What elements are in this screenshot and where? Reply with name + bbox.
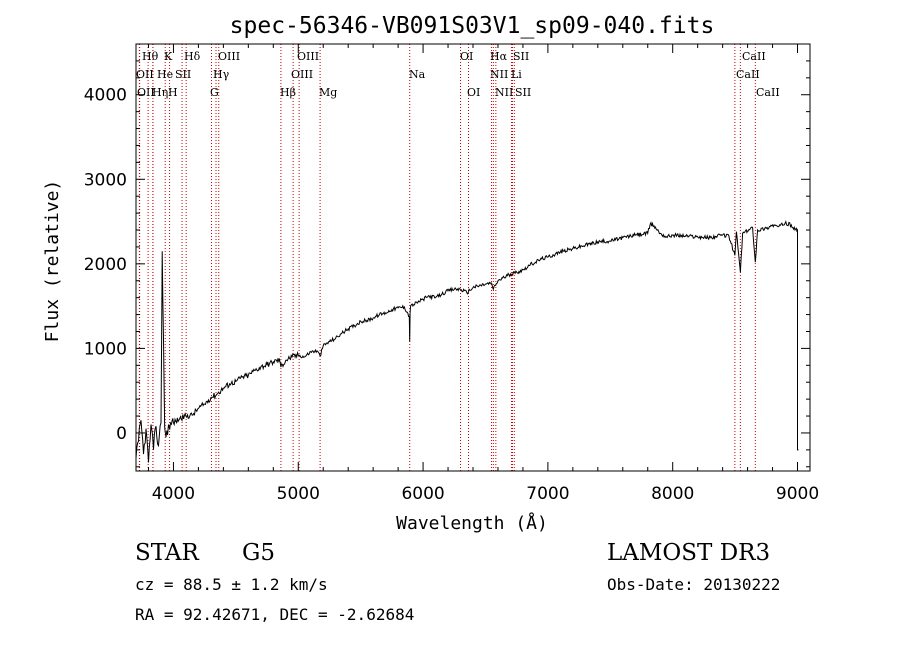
marker-label-25: NII [495,86,513,99]
marker-label-22: Hβ [280,86,296,99]
marker-label-26: SII [515,86,531,99]
redshift-info: cz = 88.5 ± 1.2 km/s [135,575,328,594]
marker-label-12: Hγ [213,68,230,81]
marker-label-9: OII [136,68,154,81]
x-tick-label: 5000 [277,484,320,504]
marker-label-3: OIII [218,50,240,63]
marker-label-24: OI [467,86,480,99]
x-tick-label: 6000 [401,484,444,504]
marker-label-27: CaII [756,86,780,99]
marker-label-2: Hδ [184,50,201,63]
subclass: G5 [242,540,276,566]
marker-label-1: K [164,50,173,63]
marker-label-6: Hα [490,50,508,63]
y-tick-label: 4000 [84,86,127,106]
marker-label-23: Mg [319,86,337,99]
axis-ticks: 4000 5000 6000 7000 8000 9000 0 1000 2000 3000 400… [84,43,819,504]
marker-label-15: NII [490,68,508,81]
x-tick-label: 4000 [152,484,195,504]
x-axis-label: Wavelength (Å) [396,512,548,534]
marker-label-17: CaII [736,68,760,81]
object-class: STAR [135,540,199,566]
marker-label-21: G [210,86,219,99]
marker-label-16: Li [511,68,522,81]
marker-label-18: OII [137,86,155,99]
survey-name: LAMOST DR3 [607,540,771,566]
chart-title: spec-56346-VB091S03V1_sp09-040.fits [230,13,715,39]
marker-label-20: H [168,86,178,99]
marker-label-19: Hη [152,86,168,99]
marker-label-7: SII [513,50,529,63]
plot-frame [135,43,811,472]
line-markers [138,44,756,471]
y-tick-label: 1000 [84,339,127,359]
x-tick-label: 9000 [776,484,819,504]
y-axis-label: Flux (relative) [42,180,63,343]
obs-date: Obs-Date: 20130222 [607,575,781,594]
x-tick-label: 8000 [651,484,694,504]
x-tick-label: 7000 [526,484,569,504]
spectrum-line [135,220,799,463]
y-tick-label: 0 [116,424,127,444]
spectrum-chart: spec-56346-VB091S03V1_sp09-040.fits Flux… [42,13,819,534]
marker-label-0: Hθ [142,50,159,63]
marker-label-13: OIII [291,68,313,81]
marker-label-4: OIII [297,50,319,63]
y-tick-label: 3000 [84,170,127,190]
y-tick-label: 2000 [84,255,127,275]
marker-label-14: Na [409,68,426,81]
plot-axes [135,43,811,472]
marker-label-11: SII [175,68,191,81]
marker-label-5: OI [460,50,473,63]
marker-label-8: CaII [742,50,766,63]
marker-label-10: He [157,68,173,81]
coordinates: RA = 92.42671, DEC = -2.62684 [135,605,415,624]
